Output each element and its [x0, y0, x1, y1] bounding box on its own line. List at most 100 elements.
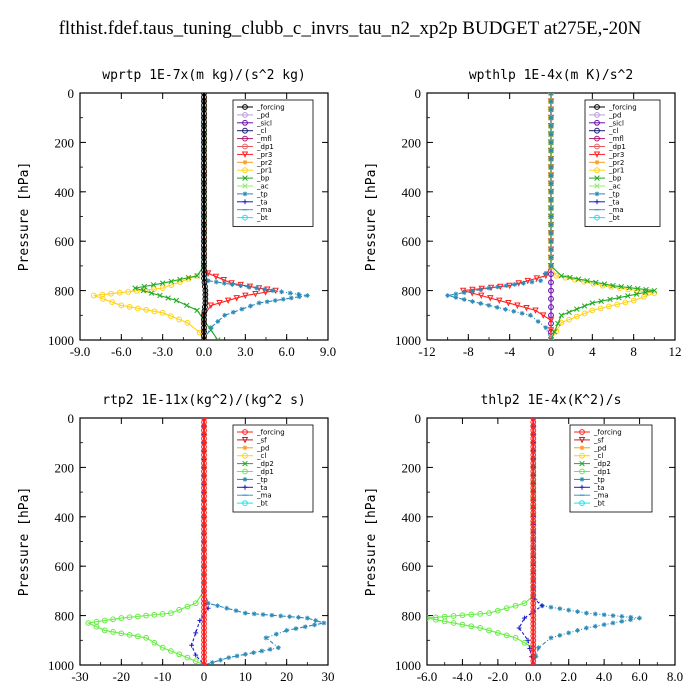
- y-tick-label: 200: [402, 460, 422, 475]
- legend-label: _mfl: [256, 135, 272, 143]
- y-tick-label: 600: [55, 559, 75, 574]
- series-point-dp1: [427, 615, 430, 621]
- series-point-forcing: [530, 538, 537, 545]
- series-point-forcing: [530, 612, 537, 619]
- series-point-pr1: [614, 301, 621, 308]
- series-point-forcing: [201, 550, 207, 557]
- series-point-forcing: [530, 423, 537, 430]
- series-point-forcing: [530, 620, 537, 627]
- series-point-forcing: [530, 649, 537, 656]
- series-point-tp: [512, 282, 518, 287]
- series-point-dp1: [503, 632, 510, 639]
- series-point-tp: [218, 657, 223, 663]
- series-point-tp: [238, 283, 243, 289]
- series-point-forcing: [201, 645, 207, 652]
- series-point-forcing: [201, 258, 207, 265]
- series-point-forcing: [530, 588, 537, 594]
- series-point-pr1: [590, 280, 597, 287]
- legend-swatch-marker: [242, 112, 248, 118]
- legend-swatch-marker: [594, 191, 600, 197]
- series-point-tp: [548, 337, 554, 340]
- series-point-pr3: [533, 275, 541, 282]
- legend: _forcing_pd_sicl_cl_mfl_dp1_pr3_pr2_pr1_…: [584, 99, 661, 227]
- series-point-tp: [208, 325, 214, 331]
- series-point-forcing: [201, 337, 207, 340]
- y-axis-label: Pressure [hPa]: [17, 487, 32, 597]
- legend-label: _ac: [256, 183, 269, 191]
- series-point-dp1: [494, 629, 501, 636]
- y-tick-label: 1000: [395, 333, 421, 348]
- series-point-forcing: [530, 485, 537, 491]
- legend-label: _cl: [256, 452, 266, 460]
- series-point-forcing: [530, 443, 537, 450]
- series-point-dp1: [159, 611, 166, 617]
- series-point-pr1: [622, 299, 629, 306]
- series-point-forcing: [201, 633, 207, 640]
- series-point-forcing: [201, 234, 207, 240]
- series-point-bp: [215, 337, 221, 340]
- series-point-forcing: [201, 637, 207, 644]
- series-point-forcing: [530, 559, 537, 565]
- x-tick-label: 10: [239, 669, 252, 684]
- panel-title: rtp2 1E-11x(kg^2)/(kg^2 s): [102, 393, 306, 408]
- series-point-tp: [242, 651, 248, 657]
- series-point-dp1: [441, 618, 448, 625]
- series-point-forcing: [530, 600, 537, 607]
- legend-swatch-marker: [594, 159, 600, 165]
- legend-label: _ma: [593, 492, 609, 500]
- x-tick-label: -6.0: [111, 344, 132, 359]
- series-point-forcing: [201, 596, 207, 603]
- series-point-forcing: [201, 579, 207, 586]
- series-point-tp: [304, 615, 310, 621]
- series-point-tp: [548, 181, 554, 186]
- legend-swatch-marker: [579, 468, 585, 475]
- x-tick-label: 3.0: [237, 344, 253, 359]
- series-point-ta: [525, 637, 531, 643]
- series-point-forcing: [202, 291, 209, 298]
- series-point-forcing: [201, 472, 207, 479]
- series-point-dp1: [450, 620, 457, 626]
- series-point-pr1: [126, 304, 133, 310]
- series-point-forcing: [201, 312, 207, 319]
- series-point-tp: [519, 310, 525, 316]
- legend: _forcing_pd_sicl_cl_mfl_dp1_pr3_pr2_pr1_…: [232, 99, 314, 227]
- series-point-forcing: [201, 513, 207, 520]
- series-point-forcing: [201, 271, 207, 278]
- legend-label: _forcing: [256, 429, 285, 437]
- series-point-forcing: [201, 188, 207, 195]
- legend-swatch-marker: [242, 167, 248, 174]
- series-point-tp: [453, 295, 459, 300]
- series-point-forcing: [201, 493, 207, 500]
- series-point-tp: [503, 283, 509, 289]
- series-point-pr3: [524, 277, 531, 285]
- series-point-tp: [601, 622, 607, 628]
- legend-label: _pr2: [608, 159, 624, 167]
- series-point-forcing: [201, 427, 207, 434]
- x-tick-label: 9.0: [320, 344, 336, 359]
- series-point-bp: [165, 295, 171, 301]
- legend-label: _bt: [256, 214, 268, 222]
- series-point-forcing: [201, 106, 207, 113]
- series-point-forcing: [201, 464, 207, 471]
- panel-title: thlp2 1E-4x(K^2)/s: [481, 393, 622, 408]
- series-point-forcing: [201, 94, 207, 101]
- series-point-tp: [478, 287, 484, 293]
- legend-label: _cl: [593, 452, 603, 460]
- series-point-forcing: [530, 575, 537, 582]
- series-point-forcing: [530, 460, 537, 467]
- series-point-pr3: [478, 292, 485, 300]
- series-point-forcing: [201, 238, 207, 245]
- legend-label: _forcing: [608, 104, 637, 112]
- series-point-tp: [453, 291, 459, 297]
- y-tick-label: 600: [402, 559, 422, 574]
- series-point-forcing: [530, 604, 537, 611]
- series-point-dp1: [459, 621, 466, 628]
- y-tick-label: 200: [55, 135, 75, 150]
- series-point-pr1: [151, 308, 158, 315]
- series-point-forcing: [201, 456, 207, 463]
- series-point-pr3: [212, 273, 220, 281]
- series-point-tp: [548, 230, 554, 236]
- x-tick-label: -12: [418, 344, 435, 359]
- series-point-forcing: [530, 489, 537, 496]
- x-tick-label: -8: [463, 344, 474, 359]
